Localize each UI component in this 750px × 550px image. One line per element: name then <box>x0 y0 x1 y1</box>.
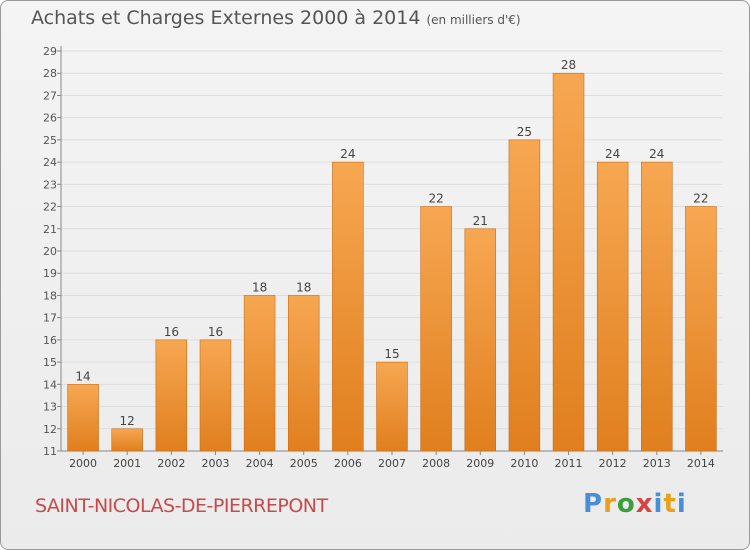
data-label: 16 <box>208 325 223 339</box>
y-tick-label: 11 <box>43 445 57 458</box>
data-label: 22 <box>693 192 708 206</box>
tick-labels: 11 12 13 14 15 16 17 18 19 20 21 22 23 24 25 26 27 28 29 20… <box>43 45 715 470</box>
bar <box>508 139 541 452</box>
chart-title-text: Achats et Charges Externes 2000 à 2014 <box>31 7 421 29</box>
data-label: 14 <box>75 369 90 383</box>
x-tick-label: 2006 <box>334 457 362 470</box>
y-tick-label: 27 <box>43 89 57 102</box>
data-label: 18 <box>296 280 311 294</box>
x-tick-label: 2005 <box>290 457 318 470</box>
y-tick-label: 14 <box>43 378 57 391</box>
bar <box>199 339 232 452</box>
data-label: 18 <box>252 280 267 294</box>
bar <box>155 339 188 452</box>
y-tick-label: 23 <box>43 178 57 191</box>
x-tick-label: 2012 <box>599 457 627 470</box>
commune-name: SAINT-NICOLAS-DE-PIERREPONT <box>35 495 328 517</box>
x-tick-label: 2004 <box>246 457 274 470</box>
bar <box>332 161 364 452</box>
bar <box>420 206 452 452</box>
y-tick-label: 24 <box>43 156 57 169</box>
y-tick-label: 16 <box>43 334 57 347</box>
y-tick-label: 28 <box>43 67 57 80</box>
data-labels: 14 12 16 16 18 18 24 15 22 21 25 28 24 24 22 <box>75 58 708 428</box>
data-label: 22 <box>428 192 443 206</box>
bars <box>67 72 717 452</box>
chart-subtitle: (en milliers d'€) <box>426 13 521 27</box>
y-tick-label: 29 <box>43 45 57 58</box>
x-tick-label: 2008 <box>422 457 450 470</box>
bar <box>111 428 143 452</box>
data-label: 25 <box>517 125 532 139</box>
y-tick-label: 19 <box>43 267 57 280</box>
bar <box>67 384 99 452</box>
bar <box>641 161 673 452</box>
y-tick-label: 17 <box>43 312 57 325</box>
x-tick-label: 2003 <box>201 457 229 470</box>
x-tick-label: 2011 <box>555 457 583 470</box>
y-tick-label: 15 <box>43 356 57 369</box>
bar <box>552 72 585 452</box>
data-label: 12 <box>120 414 135 428</box>
y-tick-label: 26 <box>43 112 57 125</box>
proxiti-logo: Proxiti <box>583 489 687 519</box>
y-tick-label: 18 <box>43 289 57 302</box>
bar <box>287 295 320 452</box>
data-label: 28 <box>561 58 576 72</box>
y-tick-label: 25 <box>43 134 57 147</box>
y-tick-label: 13 <box>43 401 57 414</box>
bar <box>596 161 629 452</box>
y-tick-label: 22 <box>43 201 57 214</box>
x-tick-label: 2000 <box>69 457 97 470</box>
x-tick-label: 2002 <box>157 457 185 470</box>
data-label: 24 <box>340 147 355 161</box>
x-tick-label: 2013 <box>643 457 671 470</box>
x-tick-label: 2010 <box>510 457 538 470</box>
y-tick-label: 20 <box>43 245 57 258</box>
x-tick-label: 2001 <box>113 457 141 470</box>
data-label: 15 <box>384 347 399 361</box>
data-label: 24 <box>649 147 664 161</box>
y-tick-label: 21 <box>43 223 57 236</box>
data-label: 16 <box>164 325 179 339</box>
data-label: 21 <box>473 214 488 228</box>
bar <box>243 295 276 452</box>
data-label: 24 <box>605 147 620 161</box>
bar <box>376 361 408 452</box>
x-tick-label: 2007 <box>378 457 406 470</box>
x-tick-label: 2014 <box>687 457 715 470</box>
bar <box>685 206 717 452</box>
x-tick-label: 2009 <box>466 457 494 470</box>
chart-title: Achats et Charges Externes 2000 à 2014 (e… <box>31 7 521 29</box>
bar <box>464 228 497 452</box>
y-tick-label: 12 <box>43 423 57 436</box>
